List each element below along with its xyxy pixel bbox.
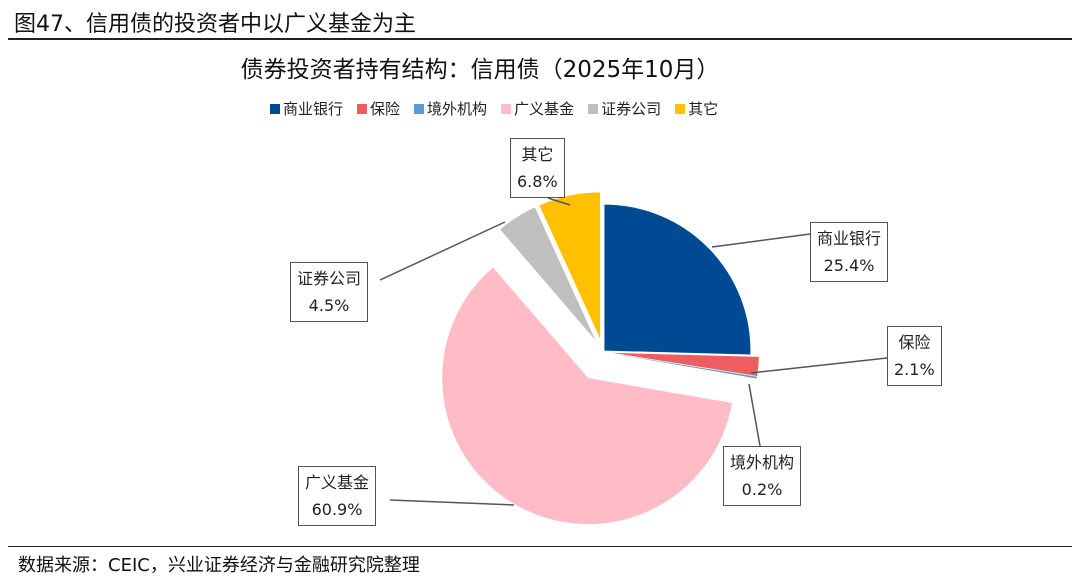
bottom-divider [8,546,1072,547]
legend-label: 保险 [370,100,401,118]
leader-line [711,233,811,248]
legend-item: 商业银行 [270,98,343,119]
pie-slice [612,353,758,379]
legend-item: 保险 [357,98,400,119]
pie-slice [612,352,759,377]
legend-swatch [588,103,599,114]
data-label-insurance: 保险 2.1% [887,326,942,386]
legend-label: 广义基金 [514,100,575,118]
legend-swatch [414,103,425,114]
legend-item: 境外机构 [414,98,487,119]
legend-item: 证券公司 [588,98,661,119]
data-label-securities-firms: 证券公司 4.5% [290,262,369,322]
source-note: 数据来源：CEIC，兴业证券经济与金融研究院整理 [18,555,420,576]
figure-title: 图47、信用债的投资者中以广义基金为主 [14,12,416,37]
pie-slice [604,204,751,355]
pie-slice [442,267,733,525]
legend: 商业银行 保险 境外机构 广义基金 证券公司 其它 [270,98,718,119]
data-label-others: 其它 6.8% [510,138,565,198]
legend-swatch [675,103,686,114]
pie-slice [500,207,596,341]
legend-label: 其它 [688,100,719,118]
data-label-commercial-banks: 商业银行 25.4% [810,222,889,282]
leader-line [389,499,515,506]
leader-line [547,197,571,206]
legend-swatch [357,103,368,114]
data-label-broad-funds: 广义基金 60.9% [298,466,377,526]
chart-title: 债券投资者持有结构：信用债（2025年10月） [240,57,720,83]
legend-label: 境外机构 [427,100,488,118]
data-label-foreign-institutions: 境外机构 0.2% [723,446,802,506]
leader-line [748,383,761,447]
legend-swatch [501,103,512,114]
leader-line [750,357,888,374]
legend-label: 证券公司 [601,100,662,118]
legend-swatch [270,103,280,114]
pie-slice [539,192,601,339]
legend-label: 商业银行 [283,100,344,118]
legend-item: 其它 [675,98,718,119]
top-divider [8,38,1072,40]
leader-line [379,221,506,281]
legend-item: 广义基金 [501,98,574,119]
